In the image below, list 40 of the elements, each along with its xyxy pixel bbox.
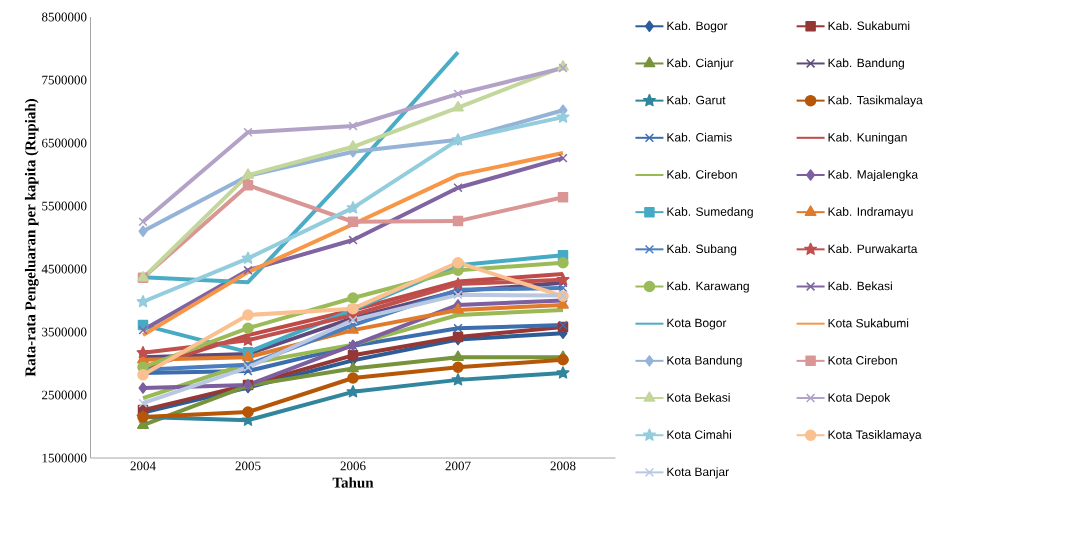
x-axis-title: Tahun [332,477,374,488]
legend-label: Kab. Subang [667,244,737,256]
legend-label: Kab. Karawang [667,281,749,293]
legend-label: Kota Bekasi [667,392,730,402]
legend-label: Kota Cirebon [828,355,897,365]
legend-label: Kab. Majalengka [828,169,919,182]
legend-label: Kab. Purwakarta [828,244,918,254]
legend-label: Kab. Bekasi [828,281,892,291]
legend-label: Kab. Bogor [667,21,728,33]
legend-label: Kab. Tasikmalaya [828,95,923,107]
y-axis-title: Rata-rata Pengeluaran per kapita (Rupiah) [24,98,39,377]
x-tick-label: 2008 [550,461,576,471]
x-tick-label: 2007 [445,461,471,471]
legend-label: Kab. Sukabumi [828,21,910,31]
legend-label: Kota Banjar [667,467,729,479]
y-tick-label: 6500000 [42,138,87,148]
legend-label: Kota Bogor [667,318,727,330]
x-tick-label: 2006 [340,461,366,471]
legend-label: Kota Bandung [667,355,742,367]
y-tick-label: 8500000 [41,12,87,22]
legend-label: Kota Sukabumi [828,318,909,328]
y-tick-label: 3500000 [42,327,87,337]
legend-label: Kab. Ciamis [667,132,732,142]
legend-label: Kab. Kuningan [828,132,907,144]
legend-label: Kab. Sumedang [667,207,753,219]
y-tick-label: 4500000 [41,264,87,274]
legend-label: Kota Tasiklamaya [828,430,922,442]
y-tick-label: 5500000 [42,201,87,211]
legend-label: Kab. Cianjur [667,58,734,70]
legend-label: Kab. Bandung [828,58,904,70]
legend-label: Kab. Garut [667,95,726,105]
x-tick-label: 2004 [130,461,156,471]
legend-label: Kota Cimahi [667,430,731,439]
legend-label: Kota Depok [828,392,891,405]
y-tick-label: 7500000 [42,75,87,85]
y-tick-label: 1500000 [42,453,87,463]
y-tick-label: 2500000 [42,390,87,400]
legend-label: Kab. Cirebon [667,169,737,179]
legend-label: Kab. Indramayu [828,207,913,219]
x-tick-label: 2005 [235,461,261,471]
